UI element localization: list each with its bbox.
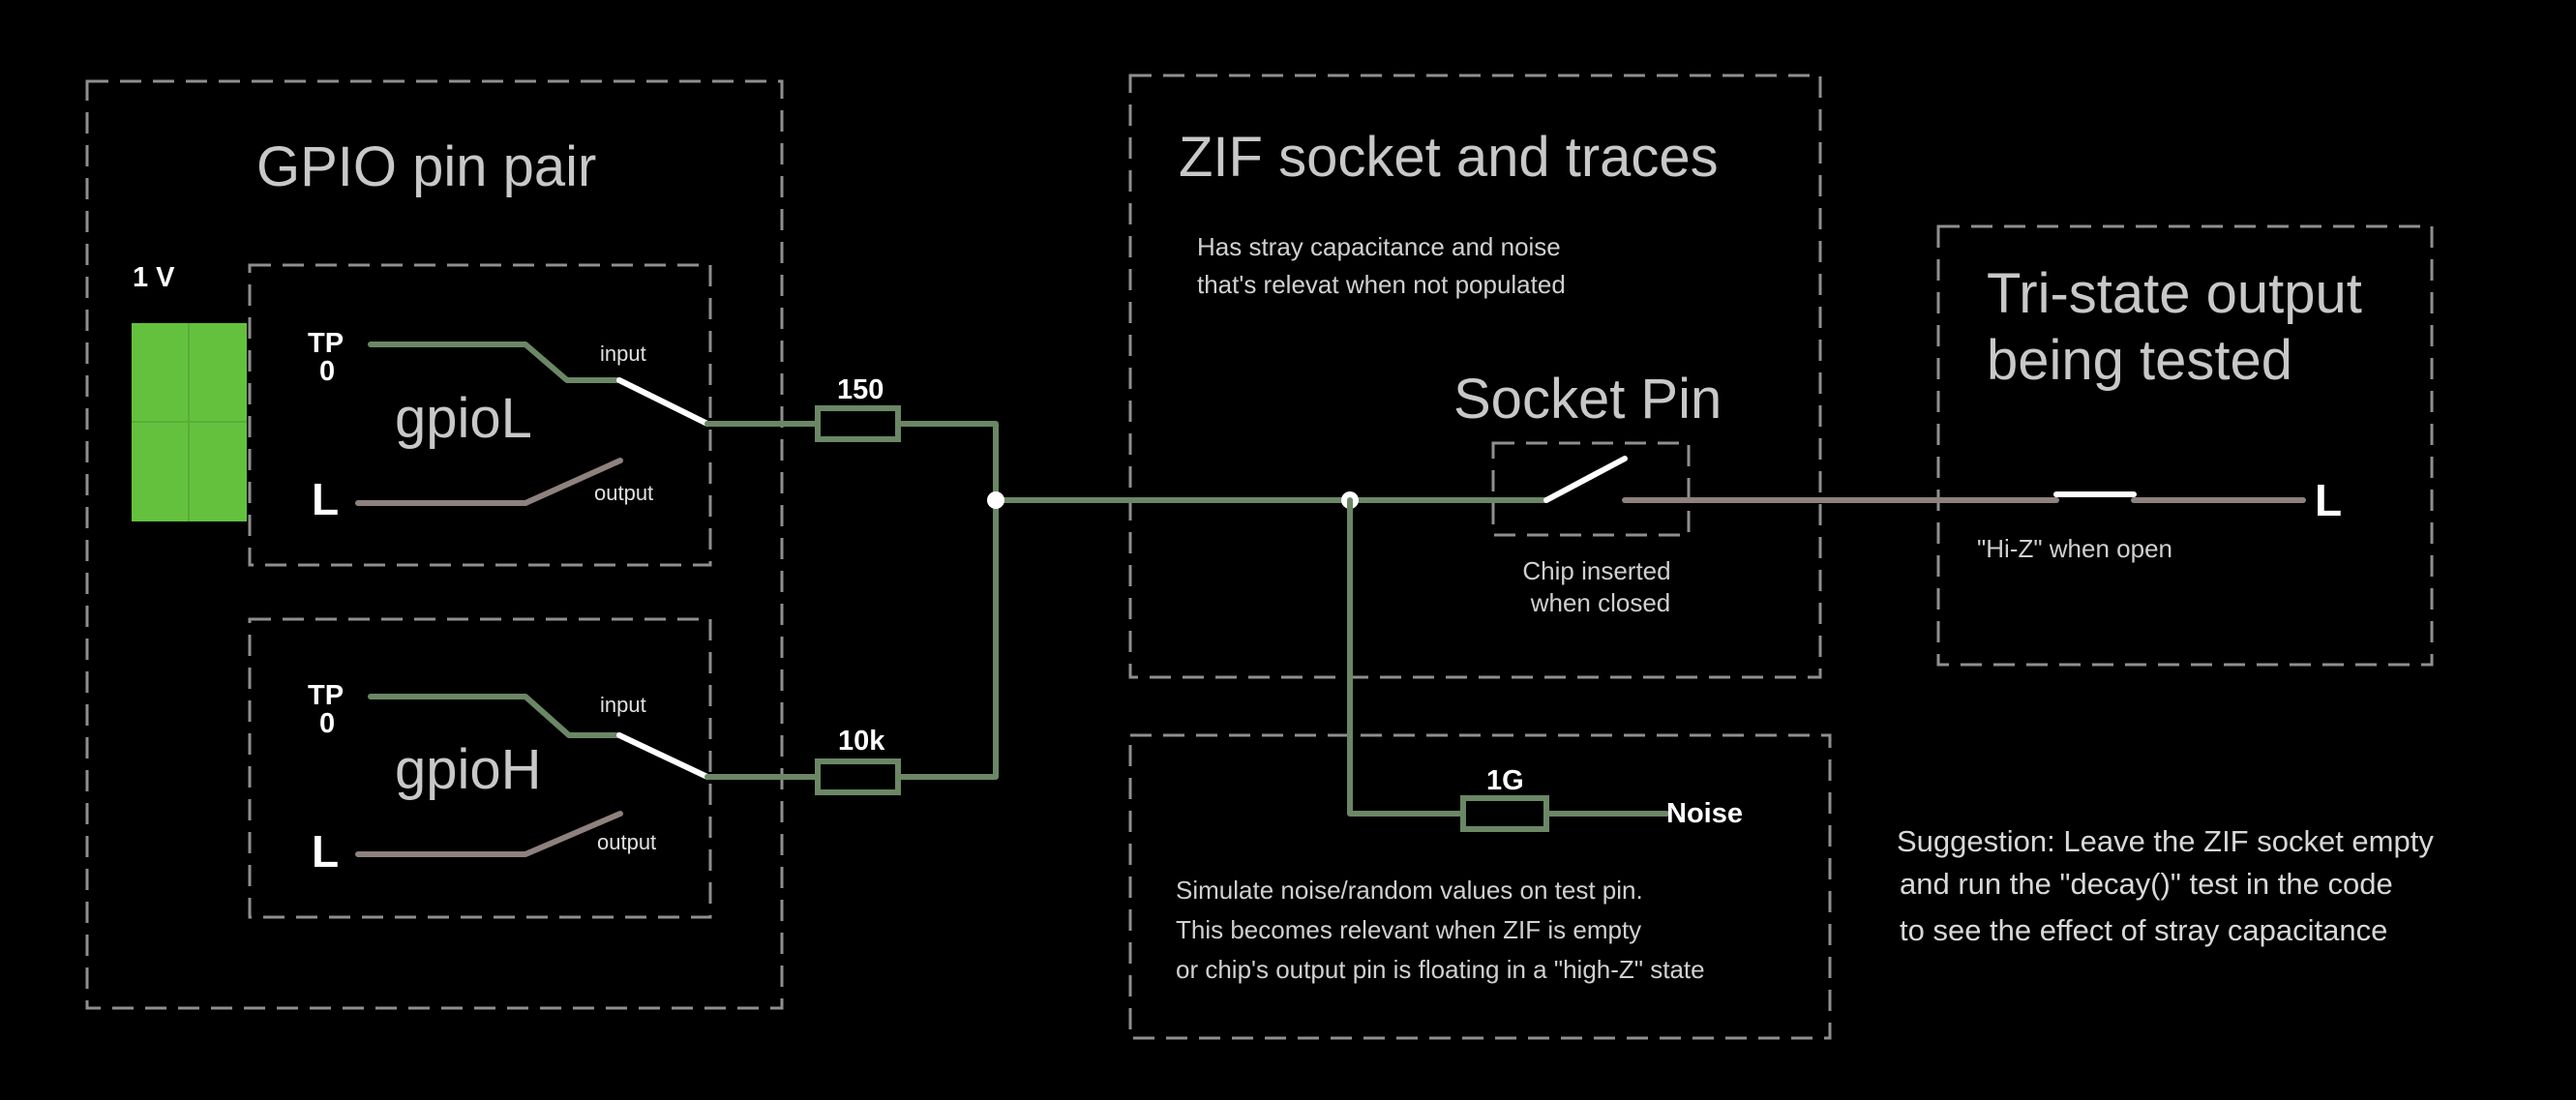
tristate-caption: "Hi-Z" when open (1977, 534, 2172, 563)
socket-pin-box (1491, 441, 1691, 537)
gpio-l-tp-number: 0 (319, 356, 335, 387)
noise-source-label: Noise (1666, 798, 1743, 829)
tristate-box (1936, 224, 2434, 667)
gpio-l-tp-label: TP (308, 328, 344, 359)
zif-note-line-1: Has stray capacitance and noise (1197, 232, 1561, 261)
gpio-pair-box (85, 79, 784, 1010)
gpio-l-output-wire (355, 458, 623, 506)
socket-caption-line-1: Chip inserted (1522, 556, 1670, 585)
resistor-150-label: 150 (837, 374, 884, 405)
gpio-l-box (248, 263, 712, 567)
voltage-source (132, 323, 247, 521)
zif-note-line-2: that's relevat when not populated (1197, 270, 1566, 299)
resistor-1g-label: 1G (1486, 765, 1524, 796)
gpio-h-output-label: output (597, 830, 656, 854)
gpio-h-output-wire (355, 811, 623, 857)
suggestion-line-2: and run the "decay()" test in the code (1900, 867, 2393, 901)
noise-note-line-3: or chip's output pin is floating in a "h… (1176, 955, 1705, 984)
gpio-h-tp-number: 0 (319, 708, 335, 739)
wire-gpio-h-to-junction (895, 497, 999, 780)
noise-wire-down (1347, 497, 1466, 817)
gpio-h-input-wire (368, 694, 622, 738)
gpio-h-switch (616, 732, 710, 780)
gpio-h-level: L (312, 826, 339, 877)
zif-box (1128, 74, 1822, 679)
socket-pin-switch (1543, 456, 1628, 503)
gpio-h-tp-label: TP (308, 680, 344, 711)
gpio-l-input-wire (368, 342, 622, 383)
tristate-title-line-2: being tested (1987, 329, 2292, 392)
resistor-10k-label: 10k (838, 726, 885, 757)
resistor-150 (815, 405, 901, 442)
tristate-title-line-1: Tri-state output (1987, 262, 2362, 325)
suggestion-line-3: to see the effect of stray capacitance (1900, 913, 2387, 947)
gpio-l-input-label: input (600, 342, 646, 366)
gpio-l-switch (616, 377, 710, 427)
zif-title: ZIF socket and traces (1179, 126, 1719, 189)
tristate-level: L (2315, 475, 2342, 525)
noise-note-line-2: This becomes relevant when ZIF is empty (1176, 915, 1641, 944)
gpio-l-output-label: output (594, 481, 653, 505)
gpio-l-name: gpioL (395, 387, 532, 450)
resistor-10k (815, 758, 901, 795)
resistor-1g (1460, 795, 1549, 832)
junction-gpio (987, 491, 1004, 509)
source-voltage-label: 1 V (133, 262, 175, 293)
socket-caption-line-2: when closed (1530, 588, 1671, 617)
gpio-h-box (248, 617, 712, 919)
noise-box (1128, 733, 1832, 1040)
wire-gpio-l-to-junction (895, 421, 999, 503)
suggestion-line-1: Suggestion: Leave the ZIF socket empty (1897, 824, 2434, 858)
gpio-h-name: gpioH (395, 738, 542, 801)
gpio-pair-title: GPIO pin pair (256, 135, 596, 198)
socket-pin-title: Socket Pin (1453, 368, 1722, 431)
gpio-h-input-label: input (600, 693, 646, 717)
noise-note-line-1: Simulate noise/random values on test pin… (1176, 876, 1643, 905)
gpio-l-level: L (312, 474, 339, 524)
